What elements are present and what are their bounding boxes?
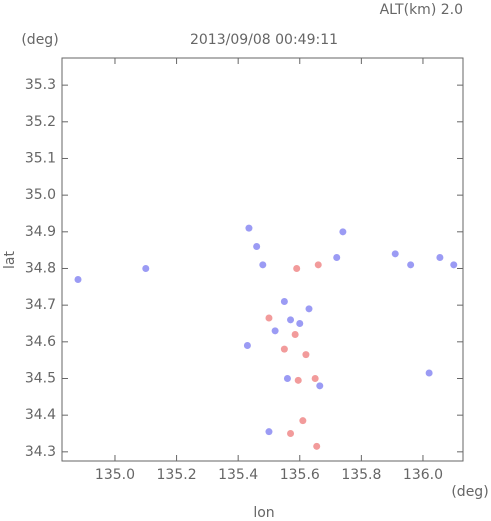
x-tick-label: 135.6 [280,467,320,483]
echo-point [245,224,253,232]
echo-point [253,242,261,250]
echo-point [311,374,319,382]
echo-point [280,297,288,305]
echo-point [339,228,347,236]
y-tick-label: 34.7 [25,297,56,313]
echo-point [407,261,415,269]
y-tick-label: 34.6 [25,334,56,350]
echo-point [271,327,279,335]
echo-point [142,264,150,272]
echo-point [291,330,299,338]
echo-point [436,253,444,261]
echo-point [313,442,321,450]
echo-point [294,376,302,384]
echo-point [299,417,307,425]
y-tick-label: 35.2 [25,114,56,130]
y-tick-label: 34.8 [25,260,56,276]
echo-point [302,351,310,359]
x-tick-label: 135.4 [218,467,258,483]
y-tick-label: 35.0 [25,187,56,203]
y-tick-label: 34.5 [25,370,56,386]
y-tick-label: 34.3 [25,444,56,460]
echo-point [287,316,295,324]
chart-title: 2013/09/08 00:49:11 [190,32,338,48]
echo-point [391,250,399,258]
echo-point [283,374,291,382]
echo-point [243,341,251,349]
echo-point [259,261,267,269]
altitude-label: ALT(km) 2.0 [380,2,463,18]
x-tick-label: 135.8 [341,467,381,483]
y-tick-label: 34.9 [25,224,56,240]
y-tick-label: 34.4 [25,407,56,423]
x-tick-label: 135.2 [157,467,197,483]
echo-point [450,261,458,269]
echo-point [265,314,273,322]
y-tick-label: 35.3 [25,77,56,93]
echo-point [314,261,322,269]
echo-point [316,382,324,390]
echo-point [333,253,341,261]
y-axis-label: lat [2,251,18,269]
x-tick-label: 135.0 [95,467,135,483]
echo-point [280,345,288,353]
x-axis-label: lon [253,505,274,521]
echo-point [293,264,301,272]
echo-point [287,429,295,437]
echo-point [425,369,433,377]
y-tick-label: 35.1 [25,150,56,166]
echo-point [74,275,82,283]
x-unit: (deg) [451,484,488,500]
x-tick-label: 136.0 [403,467,443,483]
echo-point [265,428,273,436]
y-unit: (deg) [21,32,58,48]
echo-point [305,305,313,313]
plot-frame [61,57,464,462]
echo-point [296,319,304,327]
